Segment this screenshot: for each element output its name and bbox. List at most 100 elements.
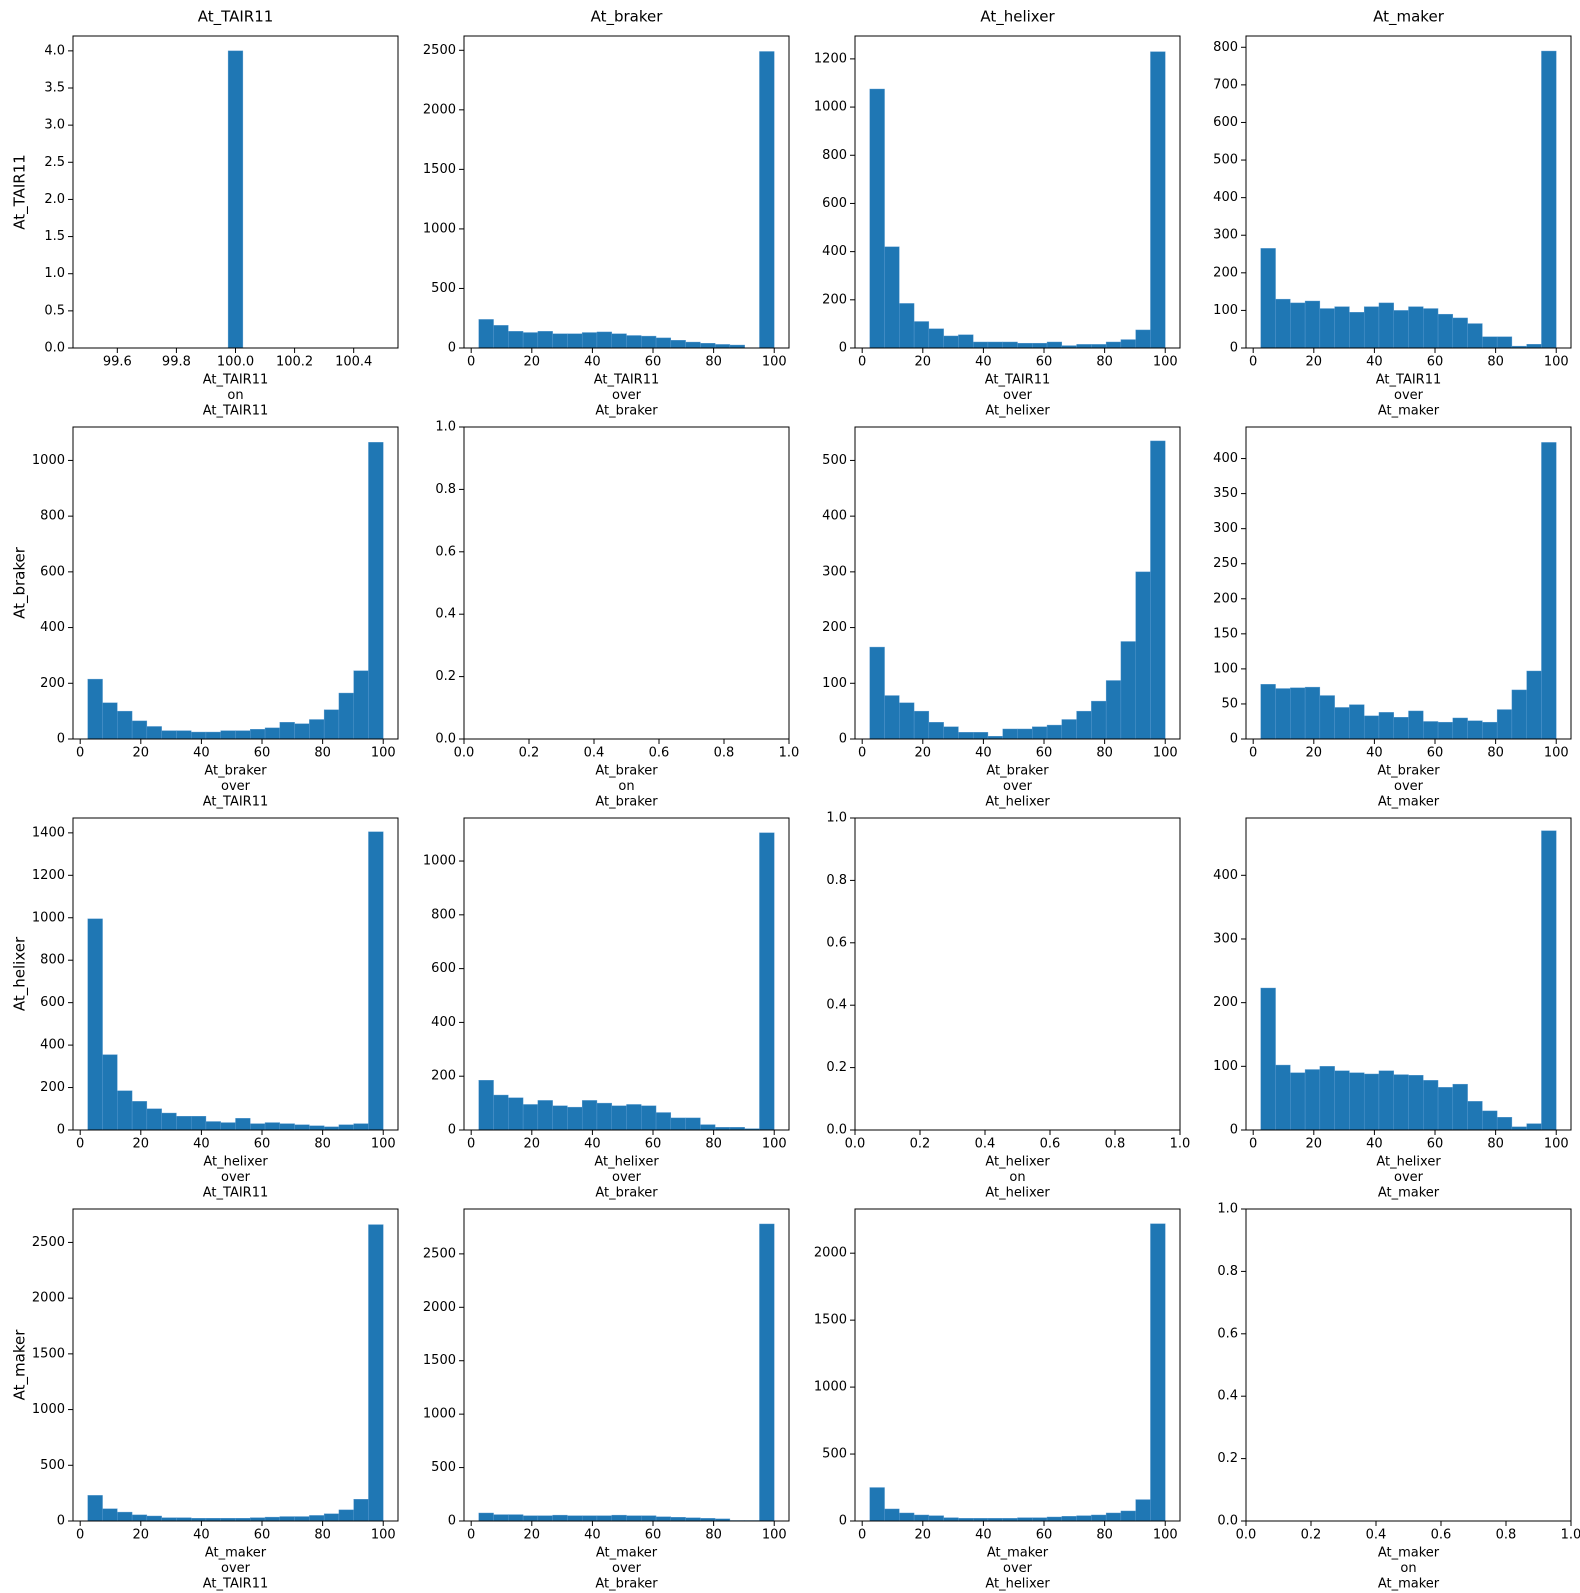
bar (884, 1508, 900, 1522)
y-tick-label: 1500 (423, 162, 456, 177)
bar (943, 335, 959, 349)
bar (508, 1514, 524, 1522)
bar (117, 710, 133, 740)
bar (1150, 440, 1166, 740)
bar (626, 1515, 642, 1522)
axes-frame (1245, 426, 1572, 740)
y-tick-label: 500 (822, 453, 847, 468)
x-axis-label: over (221, 1561, 251, 1576)
x-tick-label: 0.4 (1366, 1528, 1387, 1543)
y-tick-label: 400 (431, 1015, 456, 1030)
y-tick-label: 0.5 (44, 303, 65, 318)
bar (220, 1122, 236, 1131)
y-tick-label: 400 (40, 1038, 65, 1053)
bar (1150, 51, 1166, 349)
y-tick-label: 400 (1213, 451, 1238, 466)
bar (884, 695, 900, 740)
bar (537, 1515, 553, 1522)
bar (943, 1517, 959, 1522)
bar (478, 319, 494, 349)
bar (913, 321, 930, 349)
y-tick-label: 800 (1213, 40, 1238, 55)
y-tick-label: 600 (822, 196, 847, 211)
bar (1467, 720, 1483, 740)
y-tick-label: 2000 (32, 1291, 65, 1306)
y-tick-label: 600 (40, 995, 65, 1010)
x-axis-label: At_TAIR11 (203, 404, 269, 419)
bar (655, 1112, 672, 1131)
x-axis-label: At_braker (595, 1186, 658, 1201)
x-tick-label: 60 (1427, 355, 1444, 370)
column-title: At_maker (1373, 8, 1445, 27)
bar (131, 1101, 148, 1131)
bar (1135, 571, 1151, 740)
subplot: 0 20 40 60 80 10002004006008001000At_helixero… (423, 817, 790, 1201)
x-axis-label: At_helixer (985, 1186, 1050, 1201)
y-tick-label: 100 (1213, 661, 1238, 676)
axes-frame (1245, 1208, 1572, 1522)
y-tick-label: 300 (1213, 228, 1238, 243)
bar (1002, 341, 1018, 349)
bar (928, 722, 944, 740)
y-tick-label: 0 (448, 1123, 456, 1138)
x-tick-label: 0 (76, 1137, 84, 1152)
x-tick-label: 40 (1366, 1137, 1383, 1152)
axes-frame (72, 817, 399, 1131)
bar (1032, 342, 1048, 349)
y-tick-label: 600 (1213, 115, 1238, 130)
x-axis-label: At_braker (595, 764, 658, 779)
bar (1452, 717, 1468, 740)
bar (1378, 302, 1394, 349)
y-tick-label: 200 (822, 620, 847, 635)
y-tick-label: 0 (839, 732, 847, 747)
subplot: 0 20 40 60 80 100 0 100 200 300 400 500 600 700 800 At_… (1213, 8, 1572, 419)
y-tick-label: 800 (40, 509, 65, 524)
bar (552, 1105, 568, 1131)
bar (478, 1080, 494, 1131)
bar (161, 1112, 177, 1131)
x-tick-label: 40 (1366, 355, 1383, 370)
bar (581, 1515, 598, 1522)
x-tick-label: 40 (193, 746, 210, 761)
bar (1349, 704, 1365, 740)
y-tick-label: 0.8 (435, 482, 456, 497)
y-tick-label: 500 (1213, 153, 1238, 168)
bar (146, 1108, 162, 1131)
bar (626, 1104, 642, 1131)
x-axis-label: At_braker (1377, 764, 1440, 779)
bar (641, 1515, 657, 1522)
subplot: 0 20 40 60 80 10002004006008001000At_brakerov… (11, 426, 399, 810)
y-tick-label: 0.8 (1217, 1264, 1238, 1279)
x-tick-label: 0.2 (1301, 1528, 1322, 1543)
subplot: 0.0 0.2 0.4 0.6 0.8 1.0 0.0 0.2 0.4 0.6 0.8 1.0 At_b… (435, 420, 799, 810)
bar (641, 1105, 657, 1131)
bar (508, 331, 524, 349)
bar (1290, 687, 1306, 740)
bar (972, 341, 989, 349)
x-axis-label: over (221, 1170, 251, 1185)
bar (1437, 313, 1454, 349)
bar (1496, 1117, 1513, 1131)
bar (294, 1516, 310, 1522)
bar (1046, 724, 1063, 740)
bar (596, 1102, 612, 1131)
x-axis-label: over (1394, 779, 1424, 794)
x-tick-label: 20 (915, 1528, 932, 1543)
y-tick-label: 200 (1213, 591, 1238, 606)
bar (611, 333, 627, 349)
y-tick-label: 200 (431, 1069, 456, 1084)
x-axis-label: At_maker (1378, 404, 1440, 419)
row-label: At_maker (11, 1329, 30, 1401)
subplot: 0 20 40 60 80 10005001000150020002500At_maker… (11, 1208, 399, 1592)
x-axis-label: At_maker (205, 1546, 267, 1561)
bar (1304, 1069, 1321, 1131)
x-axis-label: At_braker (595, 1577, 658, 1592)
bar (264, 727, 281, 740)
x-tick-label: 20 (524, 355, 541, 370)
y-tick-label: 1000 (32, 910, 65, 925)
bar (958, 732, 974, 740)
x-tick-label: 60 (1036, 746, 1053, 761)
bar (1437, 721, 1454, 740)
bar (685, 341, 701, 349)
x-tick-label: 0.6 (1040, 1137, 1061, 1152)
